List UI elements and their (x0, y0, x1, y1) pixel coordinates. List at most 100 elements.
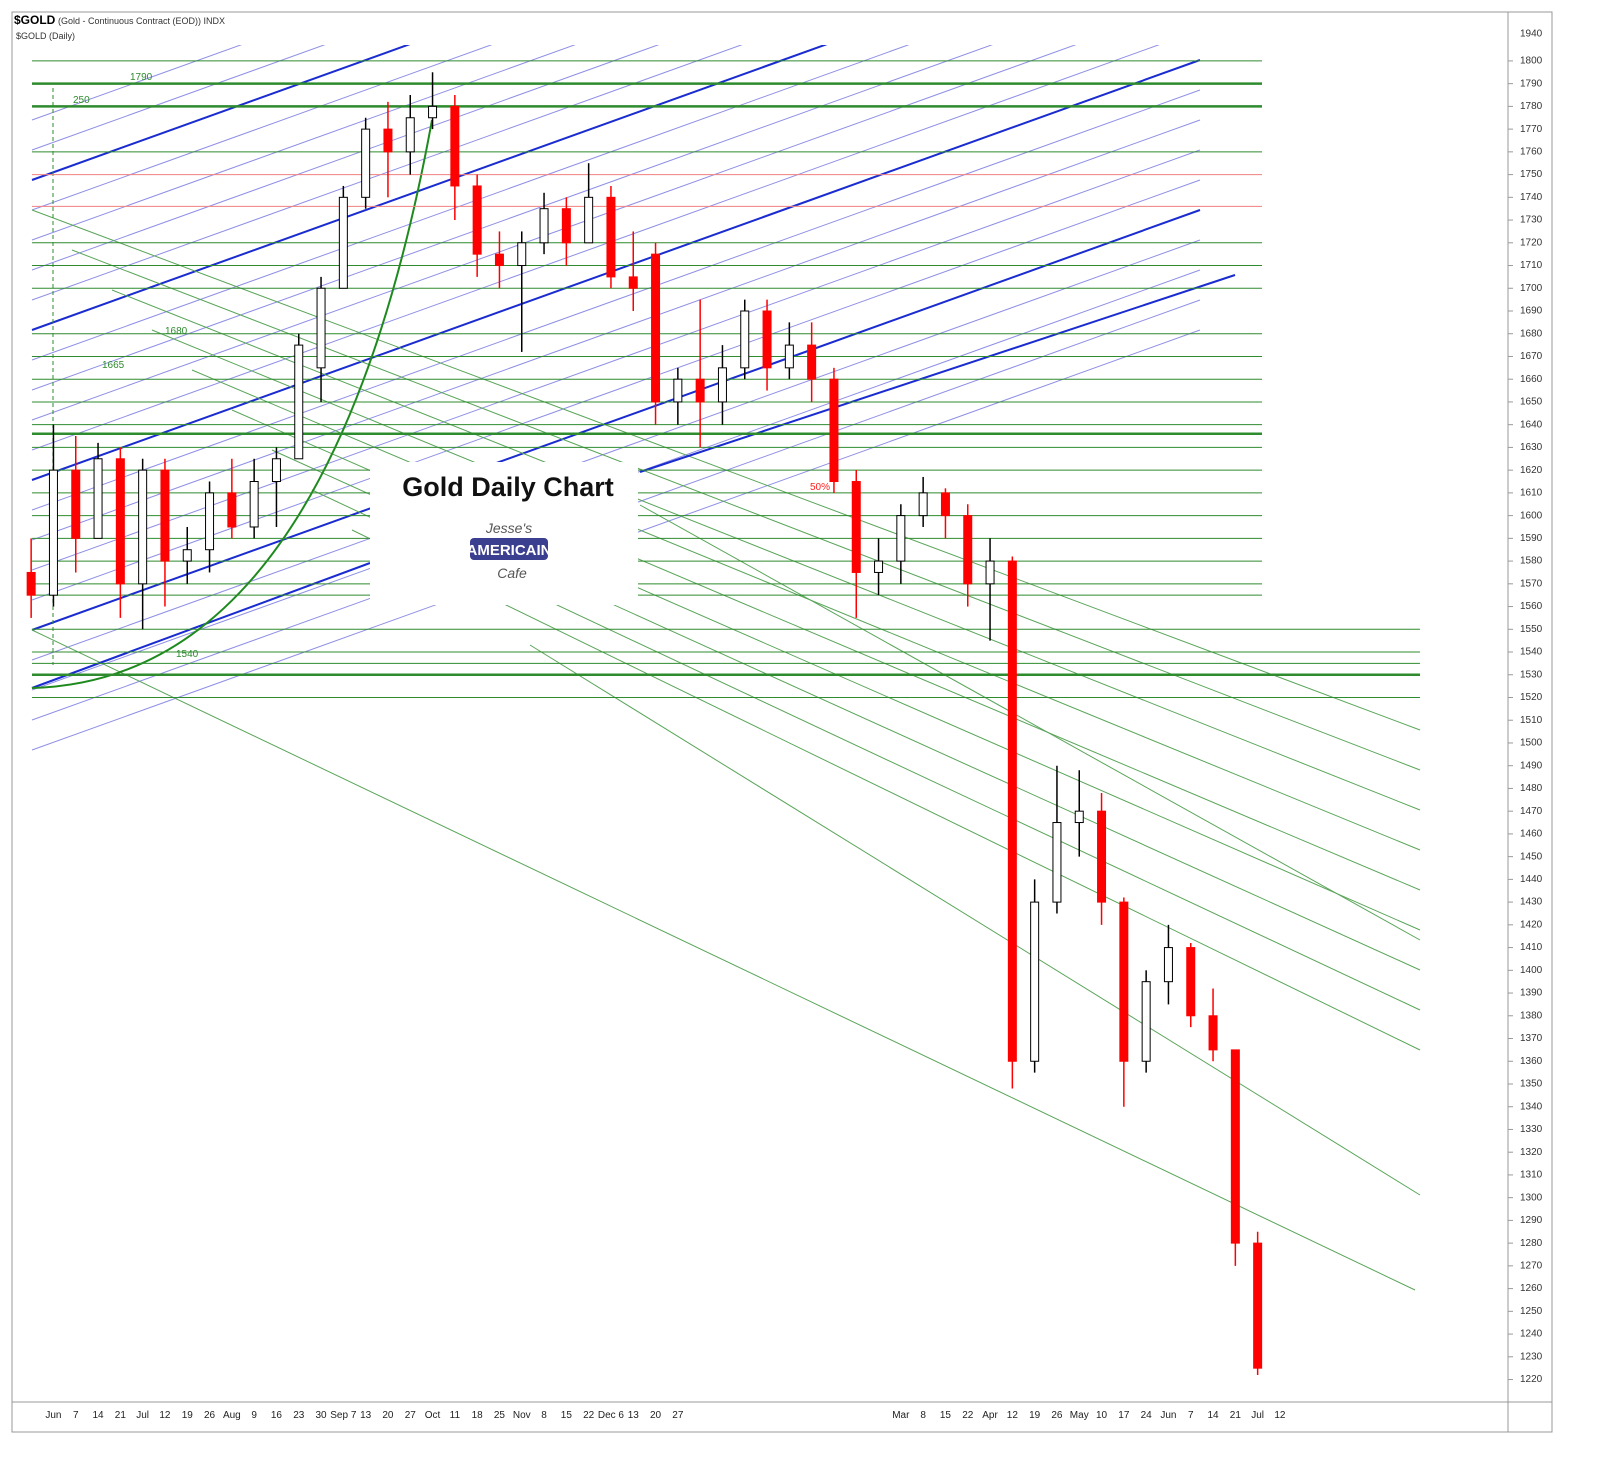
logo-banner (470, 538, 548, 560)
y-tick-label: 1800 (1520, 56, 1543, 67)
candle-body (784, 344, 794, 369)
x-tick-label: May (1070, 1410, 1089, 1421)
x-tick-label: 9 (251, 1410, 257, 1421)
x-tick-label: 27 (672, 1410, 684, 1421)
candle-body (606, 196, 616, 278)
candle-body (651, 253, 661, 403)
y-tick-label: 1730 (1520, 215, 1543, 226)
candle-body (762, 310, 772, 369)
title-box: Gold Daily Chart Jesse's AMERICAIN Cafe (370, 462, 638, 605)
x-tick-label: 20 (382, 1410, 394, 1421)
x-tick-label: 19 (182, 1410, 194, 1421)
y-tick-label: 1560 (1520, 601, 1543, 612)
x-tick-label: 23 (293, 1410, 305, 1421)
y-tick-label: 1650 (1520, 397, 1543, 408)
trend-line (31, 45, 1160, 451)
y-tick-label: 1670 (1520, 351, 1543, 362)
trend-line (639, 274, 1236, 473)
x-tick-label: 12 (1274, 1410, 1286, 1421)
candle-body (1163, 947, 1173, 983)
candle-body (249, 481, 259, 528)
x-tick-label: 12 (159, 1410, 171, 1421)
trend-line (31, 45, 993, 391)
y-tick-label: 1510 (1520, 715, 1543, 726)
candle-body (517, 242, 527, 267)
candle-body (294, 344, 304, 460)
y-tick-label: 1440 (1520, 874, 1543, 885)
x-tick-label: 22 (962, 1410, 974, 1421)
y-tick-label: 1740 (1520, 192, 1543, 203)
candle-body (918, 492, 928, 517)
y-tick-label: 1550 (1520, 624, 1543, 635)
trend-line (31, 45, 743, 301)
y-tick-label: 1340 (1520, 1101, 1543, 1112)
x-tick-label: 19 (1029, 1410, 1041, 1421)
x-tick-label: 21 (115, 1410, 127, 1421)
x-tick-label: Dec 6 (598, 1410, 625, 1421)
y-tick-label: 1720 (1520, 237, 1543, 248)
plot-background (31, 45, 1421, 1291)
x-tick-label: 18 (472, 1410, 484, 1421)
x-tick-label: 13 (360, 1410, 372, 1421)
y-tick-label: 1640 (1520, 419, 1543, 430)
trend-line (639, 504, 1421, 941)
y-tick-label: 1410 (1520, 942, 1543, 953)
y-tick-label: 1770 (1520, 124, 1543, 135)
y-tick-label: 1520 (1520, 692, 1543, 703)
trend-line (111, 289, 1421, 811)
candle-body (829, 378, 839, 483)
trend-line (71, 249, 1421, 771)
trend-line (31, 45, 660, 271)
y-tick-label: 1260 (1520, 1283, 1543, 1294)
candle-body (1253, 1242, 1263, 1369)
candle-body (1030, 901, 1040, 1062)
y-tick-label: 1400 (1520, 965, 1543, 976)
candle-body (71, 469, 81, 539)
y-tick-label: 1470 (1520, 806, 1543, 817)
trend-line (351, 529, 1421, 1051)
trend-line (31, 209, 1201, 631)
x-tick-label: 26 (204, 1410, 216, 1421)
candle-body (26, 571, 36, 596)
y-tick-label: 1710 (1520, 260, 1543, 271)
logo-line1: Jesse's (485, 520, 532, 536)
y-tick-label: 1480 (1520, 783, 1543, 794)
trend-line (31, 89, 1201, 511)
subtitle: $GOLD (Daily) (16, 31, 75, 41)
candle-body (494, 253, 504, 267)
candle-body (1119, 901, 1129, 1062)
trend-line (31, 179, 1201, 601)
axis-top-label: 1940 (1520, 29, 1543, 40)
y-tick-label: 1230 (1520, 1351, 1543, 1362)
trend-line (31, 149, 1201, 571)
y-tick-label: 1790 (1520, 78, 1543, 89)
candle-body (472, 185, 482, 255)
symbol: $GOLD (14, 13, 56, 27)
candle-body (48, 469, 58, 596)
annotation: 1680 (165, 326, 188, 337)
y-tick-label: 1250 (1520, 1306, 1543, 1317)
y-tick-label: 1300 (1520, 1192, 1543, 1203)
y-tick-label: 1620 (1520, 465, 1543, 476)
candle-body (807, 344, 817, 380)
candle-body (963, 515, 973, 585)
candle-body (539, 208, 549, 244)
trend-line (529, 644, 1421, 1196)
trend-line (31, 59, 1201, 481)
y-tick-label: 1570 (1520, 578, 1543, 589)
candle-body (115, 458, 125, 585)
candle-body (93, 458, 103, 539)
trend-line (31, 45, 910, 361)
y-tick-label: 1430 (1520, 897, 1543, 908)
y-tick-label: 1330 (1520, 1124, 1543, 1135)
x-tick-label: 7 (1188, 1410, 1194, 1421)
y-tick-label: 1390 (1520, 988, 1543, 999)
trend-line (151, 329, 1421, 851)
annotation: 1790 (130, 72, 153, 83)
candle-body (205, 492, 215, 551)
x-tick-label: 26 (1051, 1410, 1063, 1421)
trend-line (31, 45, 576, 241)
x-tick-label: 8 (920, 1410, 926, 1421)
candle-body (896, 515, 906, 562)
x-tick-label: 7 (73, 1410, 79, 1421)
